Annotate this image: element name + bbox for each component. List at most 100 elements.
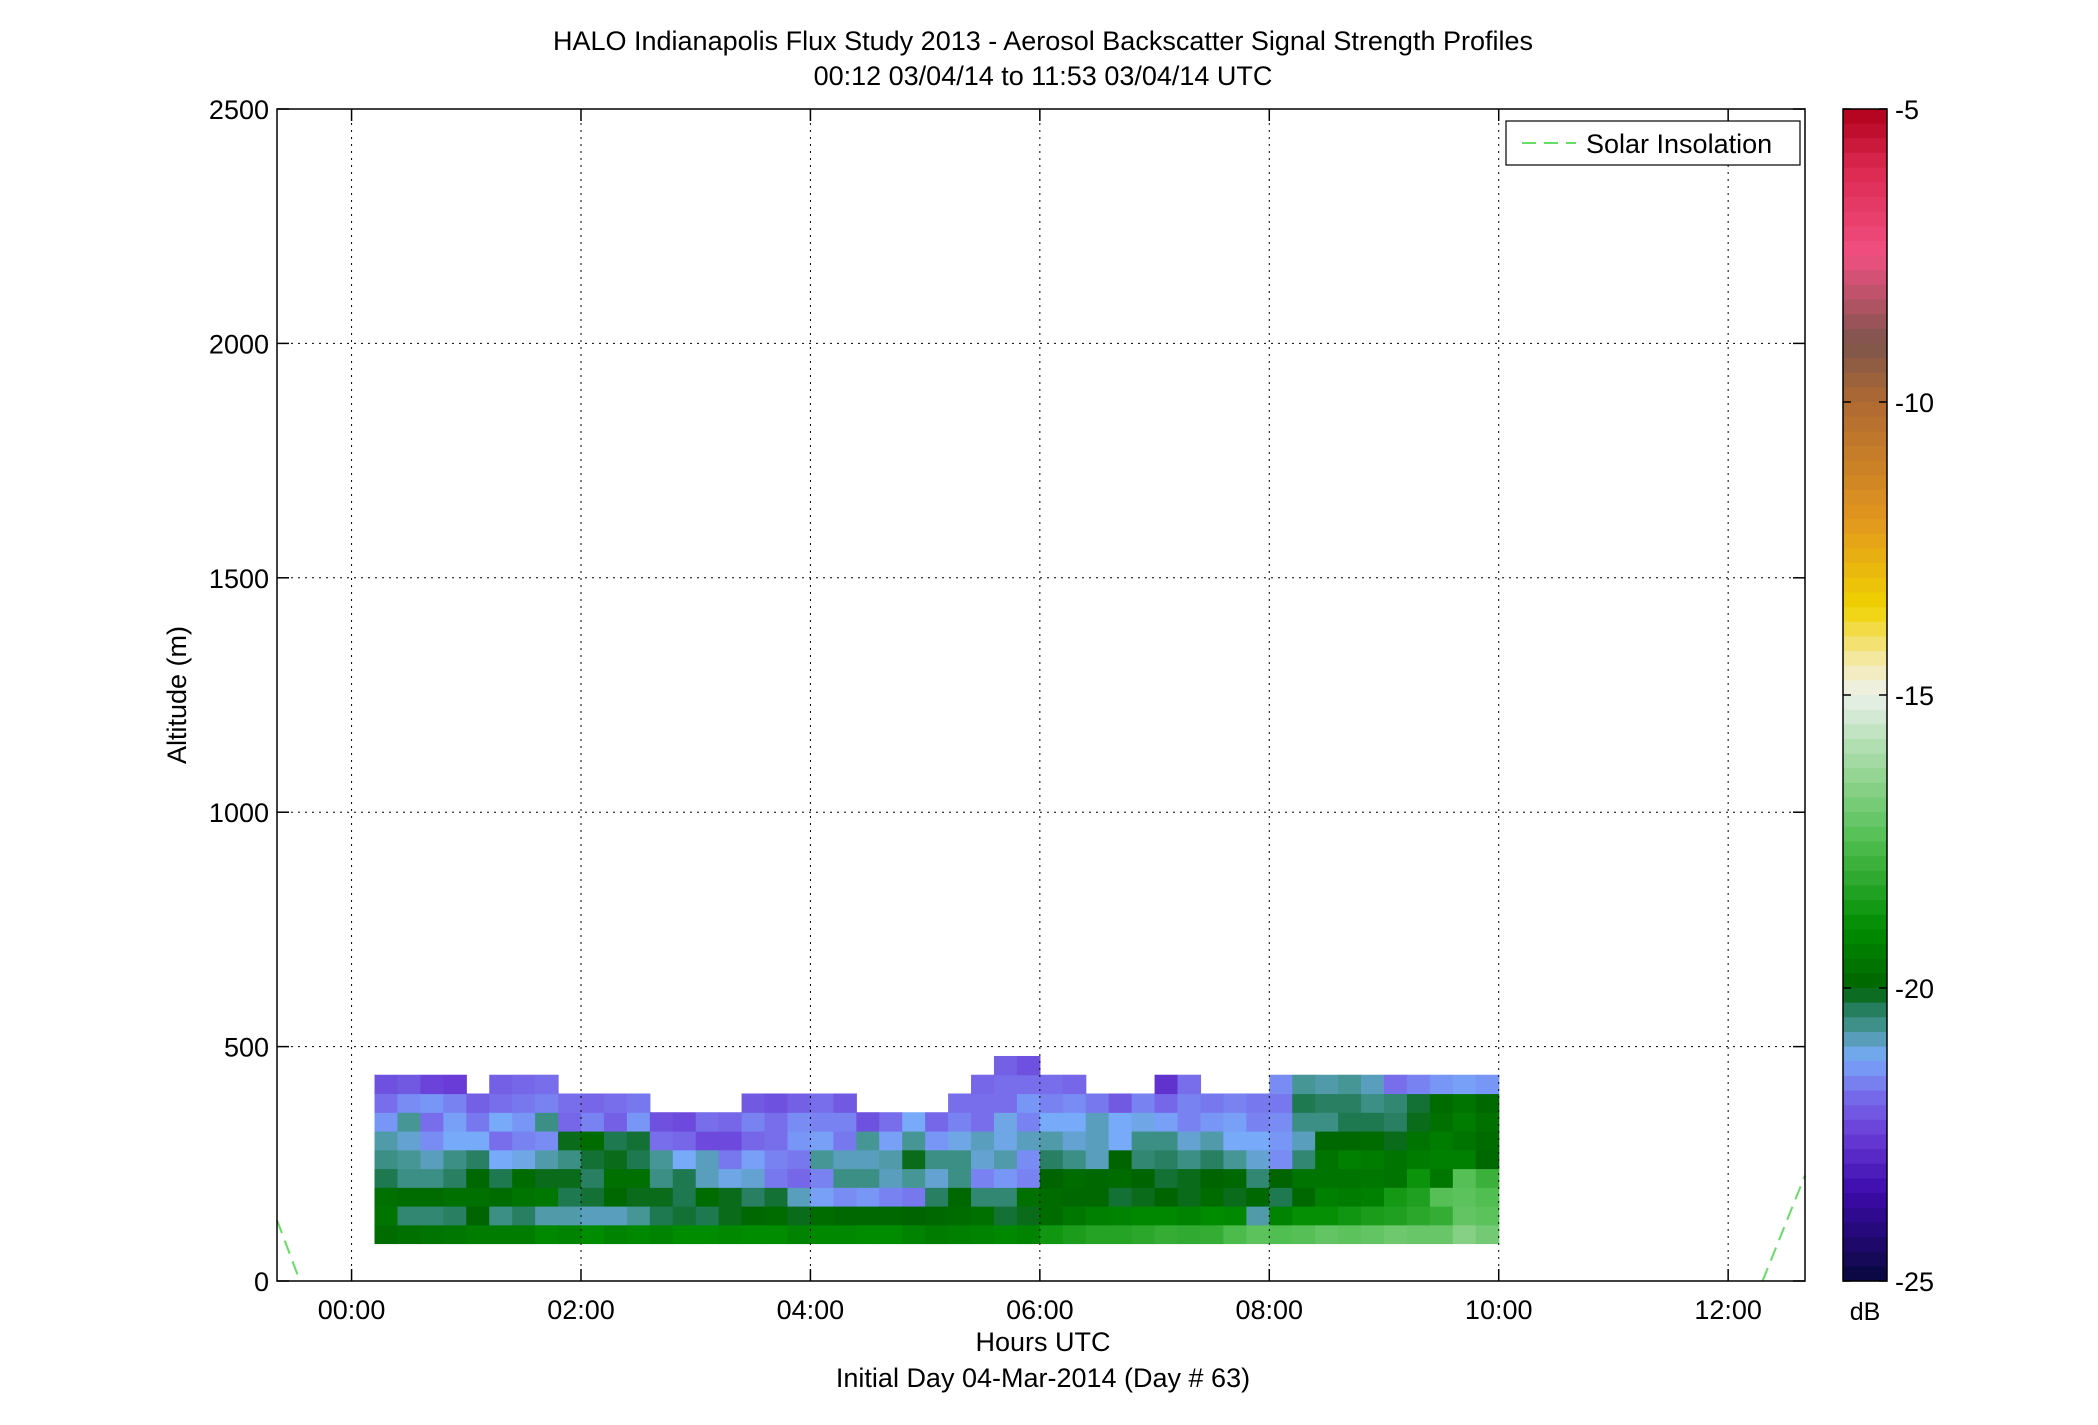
colorbar-segment bbox=[1843, 284, 1887, 301]
x-axis-secondary-label: Initial Day 04-Mar-2014 (Day # 63) bbox=[836, 1363, 1250, 1393]
colorbar-segment bbox=[1843, 592, 1887, 608]
heatmap-cell bbox=[1429, 1205, 1454, 1226]
heatmap-cell bbox=[672, 1168, 697, 1188]
colorbar-tick-label: -20 bbox=[1895, 974, 1934, 1004]
colorbar-segment bbox=[1843, 1105, 1887, 1121]
heatmap-cell bbox=[466, 1224, 490, 1245]
colorbar-segment bbox=[1843, 724, 1887, 740]
heatmap-cell bbox=[1131, 1187, 1156, 1207]
heatmap-cell bbox=[1338, 1205, 1362, 1226]
colorbar-segment bbox=[1843, 533, 1887, 550]
heatmap-cell bbox=[558, 1224, 582, 1245]
heatmap-cell bbox=[1154, 1205, 1179, 1226]
heatmap-cell bbox=[925, 1168, 949, 1188]
heatmap-cell bbox=[1475, 1224, 1500, 1245]
colorbar-segment bbox=[1843, 416, 1887, 432]
colorbar-tick-label: -10 bbox=[1895, 388, 1934, 418]
heatmap-cell bbox=[718, 1205, 743, 1226]
heatmap-cell bbox=[420, 1112, 444, 1132]
heatmap-cell bbox=[466, 1093, 490, 1113]
colorbar-segment bbox=[1843, 1031, 1887, 1048]
y-tick-label: 1000 bbox=[209, 798, 269, 828]
heatmap-cell bbox=[1315, 1187, 1339, 1207]
heatmap-cell bbox=[787, 1224, 812, 1245]
heatmap-cell bbox=[489, 1224, 513, 1245]
heatmap-cell bbox=[1406, 1130, 1431, 1151]
heatmap-cell bbox=[1154, 1130, 1179, 1151]
heatmap-cell bbox=[948, 1205, 972, 1226]
heatmap-cell bbox=[535, 1112, 559, 1132]
heatmap-cell bbox=[1315, 1093, 1339, 1113]
heatmap-cell bbox=[397, 1224, 421, 1245]
heatmap-cell bbox=[672, 1205, 697, 1226]
heatmap-cell bbox=[1223, 1093, 1247, 1113]
heatmap-cell bbox=[1246, 1224, 1270, 1245]
heatmap-cell bbox=[580, 1205, 605, 1226]
heatmap-cell bbox=[1085, 1205, 1110, 1226]
heatmap-cell bbox=[1223, 1187, 1247, 1207]
heatmap-cell bbox=[1269, 1074, 1293, 1095]
colorbar-tick-label: -15 bbox=[1895, 681, 1934, 711]
colorbar-segment bbox=[1843, 1119, 1887, 1136]
heatmap-cell bbox=[925, 1112, 949, 1132]
solar-insolation-line bbox=[276, 1219, 301, 1282]
heatmap-cell bbox=[695, 1149, 720, 1170]
heatmap-cell bbox=[512, 1074, 536, 1095]
heatmap-cell bbox=[1269, 1205, 1293, 1226]
heatmap-cell bbox=[649, 1130, 674, 1151]
heatmap-cell bbox=[397, 1187, 421, 1207]
heatmap-cell bbox=[1177, 1130, 1202, 1151]
heatmap-cell bbox=[1429, 1074, 1454, 1095]
colorbar-segment bbox=[1843, 299, 1887, 315]
heatmap-cell bbox=[948, 1093, 972, 1113]
heatmap-cell bbox=[535, 1149, 559, 1170]
heatmap-cell bbox=[741, 1130, 766, 1151]
heatmap-cell bbox=[1406, 1205, 1431, 1226]
heatmap-cell bbox=[1016, 1112, 1041, 1132]
heatmap-cell bbox=[1223, 1205, 1247, 1226]
colorbar-segment bbox=[1843, 1046, 1887, 1062]
heatmap-cell bbox=[397, 1130, 421, 1151]
heatmap-cell bbox=[649, 1168, 674, 1188]
heatmap-cell bbox=[879, 1168, 903, 1188]
heatmap-cell bbox=[558, 1130, 582, 1151]
colorbar-segment bbox=[1843, 665, 1887, 681]
colorbar-segment bbox=[1843, 607, 1887, 623]
colorbar-segment bbox=[1843, 870, 1887, 887]
colorbar-segment bbox=[1843, 460, 1887, 476]
heatmap-cell bbox=[1361, 1093, 1385, 1113]
colorbar-segment bbox=[1843, 636, 1887, 652]
heatmap-cell bbox=[580, 1130, 605, 1151]
heatmap-cell bbox=[580, 1187, 605, 1207]
heatmap-cell bbox=[1062, 1224, 1087, 1245]
heatmap-cell bbox=[741, 1149, 766, 1170]
heatmap-cell bbox=[971, 1093, 995, 1113]
heatmap-cell bbox=[1452, 1205, 1477, 1226]
heatmap-cell bbox=[649, 1224, 674, 1245]
heatmap-cell bbox=[443, 1187, 467, 1207]
colorbar-segment bbox=[1843, 343, 1887, 359]
heatmap-cell bbox=[626, 1112, 651, 1132]
colorbar-ticks: -5 -10 -15 -20 -25 bbox=[1843, 95, 1934, 1297]
colorbar-segment bbox=[1843, 1149, 1887, 1165]
colorbar-segment bbox=[1843, 445, 1887, 462]
heatmap-cell bbox=[1315, 1149, 1339, 1170]
heatmap-cell bbox=[764, 1224, 789, 1245]
heatmap-cell bbox=[1429, 1224, 1454, 1245]
heatmap-cell bbox=[1269, 1187, 1293, 1207]
heatmap-cell bbox=[925, 1149, 949, 1170]
colorbar-segment bbox=[1843, 1075, 1887, 1092]
heatmap-cell bbox=[1016, 1074, 1041, 1095]
heatmap-cell bbox=[1154, 1149, 1179, 1170]
colorbar-segment bbox=[1843, 768, 1887, 784]
heatmap-cell bbox=[1177, 1112, 1202, 1132]
heatmap-cell bbox=[1384, 1130, 1408, 1151]
heatmap-cell bbox=[971, 1130, 995, 1151]
heatmap-cell bbox=[535, 1224, 559, 1245]
heatmap-cell bbox=[1406, 1093, 1431, 1113]
y-tick-label: 1500 bbox=[209, 564, 269, 594]
colorbar-segment bbox=[1843, 211, 1887, 227]
colorbar-segment bbox=[1843, 182, 1887, 198]
heatmap-cell bbox=[558, 1112, 582, 1132]
heatmap-cell bbox=[1338, 1149, 1362, 1170]
